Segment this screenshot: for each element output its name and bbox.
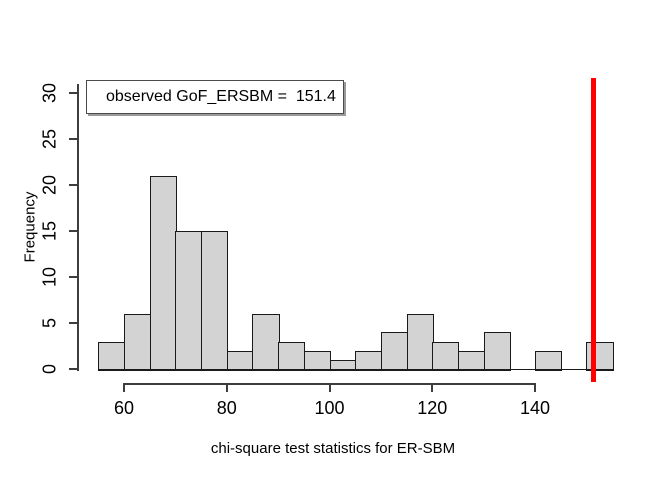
x-tick-label: 80 [216,398,237,418]
histogram-bar [278,341,306,371]
x-tick [123,384,125,392]
histogram-bar [406,314,434,371]
x-tick-label: 120 [417,398,448,418]
histogram-bar [98,341,126,371]
histogram-bar [303,350,331,371]
y-axis-line [77,84,79,371]
y-axis-title: Frequency [21,191,39,263]
histogram-bar [457,350,486,371]
x-tick [328,384,331,392]
x-tick-label: 60 [113,398,135,418]
y-tick [69,230,77,233]
x-tick-label: 140 [519,398,551,418]
legend-box: observed GoF_ERSBM = 151.4 [86,80,344,114]
histogram-bar [252,314,280,371]
y-tick-label: 20 [39,174,60,195]
y-tick [69,91,77,94]
y-tick [69,183,77,186]
histogram-bar [149,175,177,371]
x-tick [225,384,228,392]
histogram-bar [535,350,563,371]
y-tick-label: 10 [39,267,60,288]
histogram-bar [380,332,409,371]
histogram-bar [226,350,254,371]
x-axis-title: chi-square test statistics for ER-SBM [210,440,456,457]
histogram-bar [355,350,383,371]
histogram-bar [175,231,203,371]
y-tick [69,137,77,140]
histogram-bar [432,341,460,371]
observed-value-line [590,78,597,382]
x-tick [431,384,434,392]
x-tick [534,384,536,392]
y-tick [69,276,77,279]
histogram-bar [483,332,511,371]
x-tick-label: 100 [314,398,345,418]
y-tick [69,368,77,371]
histogram-bar [201,231,229,371]
y-tick-label: 5 [39,318,60,329]
y-tick [69,322,77,325]
histogram-baseline [98,368,614,371]
y-tick-label: 30 [39,82,60,103]
x-axis-line [123,382,536,385]
y-tick-label: 15 [39,221,60,242]
legend-label: observed GoF_ERSBM = 151.4 [106,88,336,105]
histogram-bar [124,314,152,371]
y-tick-label: 0 [39,364,60,375]
y-tick-label: 25 [39,128,60,149]
